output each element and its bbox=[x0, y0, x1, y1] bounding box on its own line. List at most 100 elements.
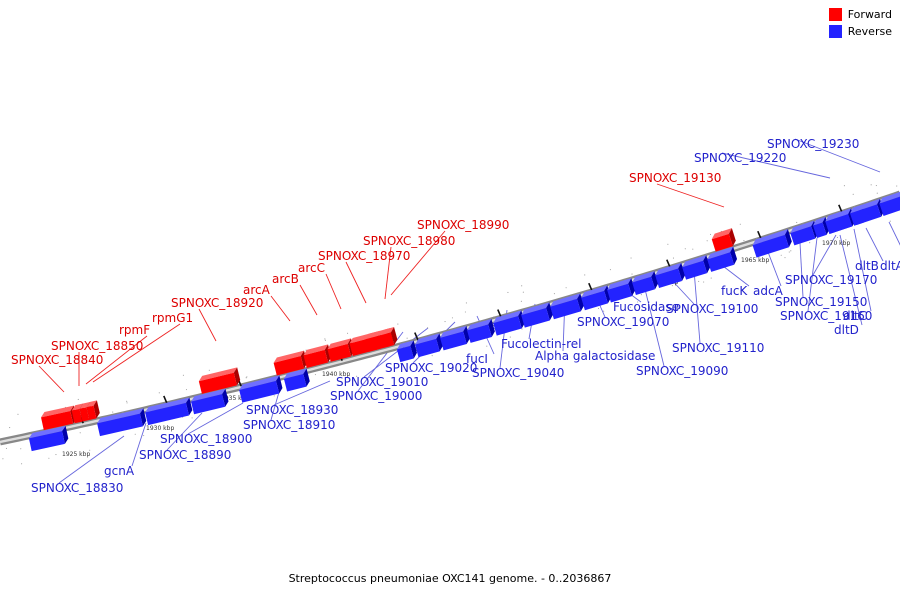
gene-block[interactable] bbox=[439, 326, 471, 350]
background-speckle bbox=[521, 301, 522, 302]
gene-label[interactable]: arcB bbox=[272, 272, 299, 286]
gene-label[interactable]: SPNOXC_18850 bbox=[51, 339, 143, 353]
gene-block[interactable] bbox=[492, 310, 526, 335]
background-speckle bbox=[673, 258, 674, 259]
background-speckle bbox=[407, 338, 408, 339]
background-speckle bbox=[159, 392, 160, 393]
gene-block[interactable] bbox=[631, 271, 660, 295]
background-speckle bbox=[186, 389, 187, 390]
gene-block[interactable] bbox=[520, 302, 554, 327]
background-speckle bbox=[523, 292, 524, 293]
gene-label[interactable]: SPNOXC_19020 bbox=[385, 361, 477, 375]
background-speckle bbox=[452, 317, 453, 318]
gene-label[interactable]: SPNOXC_19220 bbox=[694, 151, 786, 165]
background-speckle bbox=[80, 432, 81, 433]
background-speckle bbox=[710, 234, 711, 235]
background-speckle bbox=[486, 346, 487, 347]
background-speckle bbox=[784, 257, 785, 258]
gene-block[interactable] bbox=[190, 389, 230, 415]
gene-label[interactable]: SPNOXC_19130 bbox=[629, 171, 721, 185]
background-speckle bbox=[610, 269, 611, 270]
gene-block[interactable] bbox=[706, 247, 738, 272]
gene-labels: SPNOXC_18830 gcnA SPNOXC_18890 SPNOXC_18900… bbox=[11, 137, 900, 495]
background-speckle bbox=[493, 316, 494, 317]
axis-tick-label: 1965 kbp bbox=[741, 257, 769, 264]
label-leader-line bbox=[346, 262, 366, 303]
gene-label[interactable]: arcA bbox=[243, 283, 271, 297]
label-leader-line bbox=[39, 366, 64, 392]
background-speckle bbox=[126, 402, 127, 403]
background-speckle bbox=[844, 185, 845, 186]
background-speckle bbox=[315, 374, 316, 375]
gene-label[interactable]: SPNOXC_19000 bbox=[330, 389, 422, 403]
gene-label[interactable]: SPNOXC_18900 bbox=[160, 432, 252, 446]
background-speckle bbox=[603, 311, 604, 312]
background-speckle bbox=[789, 252, 790, 253]
gene-label[interactable]: arcC bbox=[298, 261, 325, 275]
gene-label[interactable]: dltB bbox=[855, 259, 879, 273]
gene-block[interactable] bbox=[466, 319, 496, 343]
gene-label[interactable]: SPNOXC_18980 bbox=[363, 234, 455, 248]
background-speckle bbox=[324, 338, 325, 339]
gene-label[interactable]: dltD bbox=[834, 323, 859, 337]
gene-label[interactable]: dltA bbox=[880, 259, 900, 273]
gene-label[interactable]: SPNOXC_19150 bbox=[775, 295, 867, 309]
gene-label[interactable]: SPNOXC_18830 bbox=[31, 481, 123, 495]
gene-label[interactable]: SPNOXC_19100 bbox=[666, 302, 758, 316]
gene-block[interactable] bbox=[414, 333, 444, 357]
background-speckle bbox=[554, 293, 555, 294]
gene-label[interactable]: SPNOXC_18890 bbox=[139, 448, 231, 462]
gene-label[interactable]: dltC bbox=[843, 309, 867, 323]
gene-label[interactable]: SPNOXC_19070 bbox=[577, 315, 669, 329]
legend-label-reverse: Reverse bbox=[848, 25, 892, 38]
background-speckle bbox=[837, 237, 838, 238]
gene-label[interactable]: rpmG1 bbox=[152, 311, 193, 325]
gene-block[interactable] bbox=[580, 285, 612, 310]
gene-label[interactable]: SPNOXC_19110 bbox=[672, 341, 764, 355]
gene-label[interactable]: SPNOXC_18920 bbox=[171, 296, 263, 310]
axis-tick-label: 1930 kbp bbox=[146, 425, 174, 432]
label-leader-line bbox=[800, 243, 803, 297]
gene-label[interactable]: SPNOXC_19170 bbox=[785, 273, 877, 287]
axis-tick-label: 1925 kbp bbox=[62, 451, 90, 458]
gene-label[interactable]: SPNOXC_18970 bbox=[318, 249, 410, 263]
gene-label[interactable]: rpmF bbox=[119, 323, 150, 337]
gene-block[interactable] bbox=[681, 255, 711, 280]
gene-label[interactable]: Alpha galactosidase bbox=[535, 349, 655, 363]
reverse-color-swatch bbox=[829, 25, 842, 38]
background-speckle bbox=[112, 412, 113, 413]
background-speckle bbox=[804, 222, 805, 223]
background-speckle bbox=[877, 193, 878, 194]
background-speckle bbox=[183, 375, 184, 376]
background-speckle bbox=[756, 238, 757, 239]
gene-label[interactable]: SPNOXC_18910 bbox=[243, 418, 335, 432]
background-speckle bbox=[143, 435, 144, 436]
label-leader-line bbox=[326, 274, 341, 309]
background-speckle bbox=[274, 395, 275, 396]
gene-label[interactable]: SPNOXC_19010 bbox=[336, 375, 428, 389]
gene-label[interactable]: fucI bbox=[466, 352, 488, 366]
background-speckle bbox=[6, 448, 7, 449]
background-speckle bbox=[631, 257, 632, 258]
gene-label[interactable]: SPNOXC_18990 bbox=[417, 218, 509, 232]
background-speckle bbox=[707, 240, 708, 241]
background-speckle bbox=[796, 222, 797, 223]
gene-block[interactable] bbox=[606, 278, 636, 302]
genome-map-svg: 1925 kbp1930 kbp1935 kbp1940 kbp1945 kbp… bbox=[0, 0, 900, 600]
gene-label[interactable]: SPNOXC_19230 bbox=[767, 137, 859, 151]
legend-item-reverse: Reverse bbox=[829, 25, 892, 38]
gene-label[interactable]: SPNOXC_19040 bbox=[472, 366, 564, 380]
gene-label[interactable]: SPNOXC_18840 bbox=[11, 353, 103, 367]
background-speckle bbox=[21, 463, 22, 464]
gene-label[interactable]: fucK bbox=[721, 284, 748, 298]
background-speckle bbox=[706, 254, 707, 255]
gene-label[interactable]: SPNOXC_18930 bbox=[246, 403, 338, 417]
background-speckle bbox=[135, 434, 136, 435]
gene-block[interactable] bbox=[28, 426, 69, 451]
figure-caption: Streptococcus pneumoniae OXC141 genome. … bbox=[0, 572, 900, 585]
gene-block[interactable] bbox=[654, 263, 686, 288]
background-speckle bbox=[2, 458, 3, 459]
gene-label[interactable]: gcnA bbox=[104, 464, 135, 478]
background-speckle bbox=[698, 281, 699, 282]
gene-label[interactable]: SPNOXC_19090 bbox=[636, 364, 728, 378]
